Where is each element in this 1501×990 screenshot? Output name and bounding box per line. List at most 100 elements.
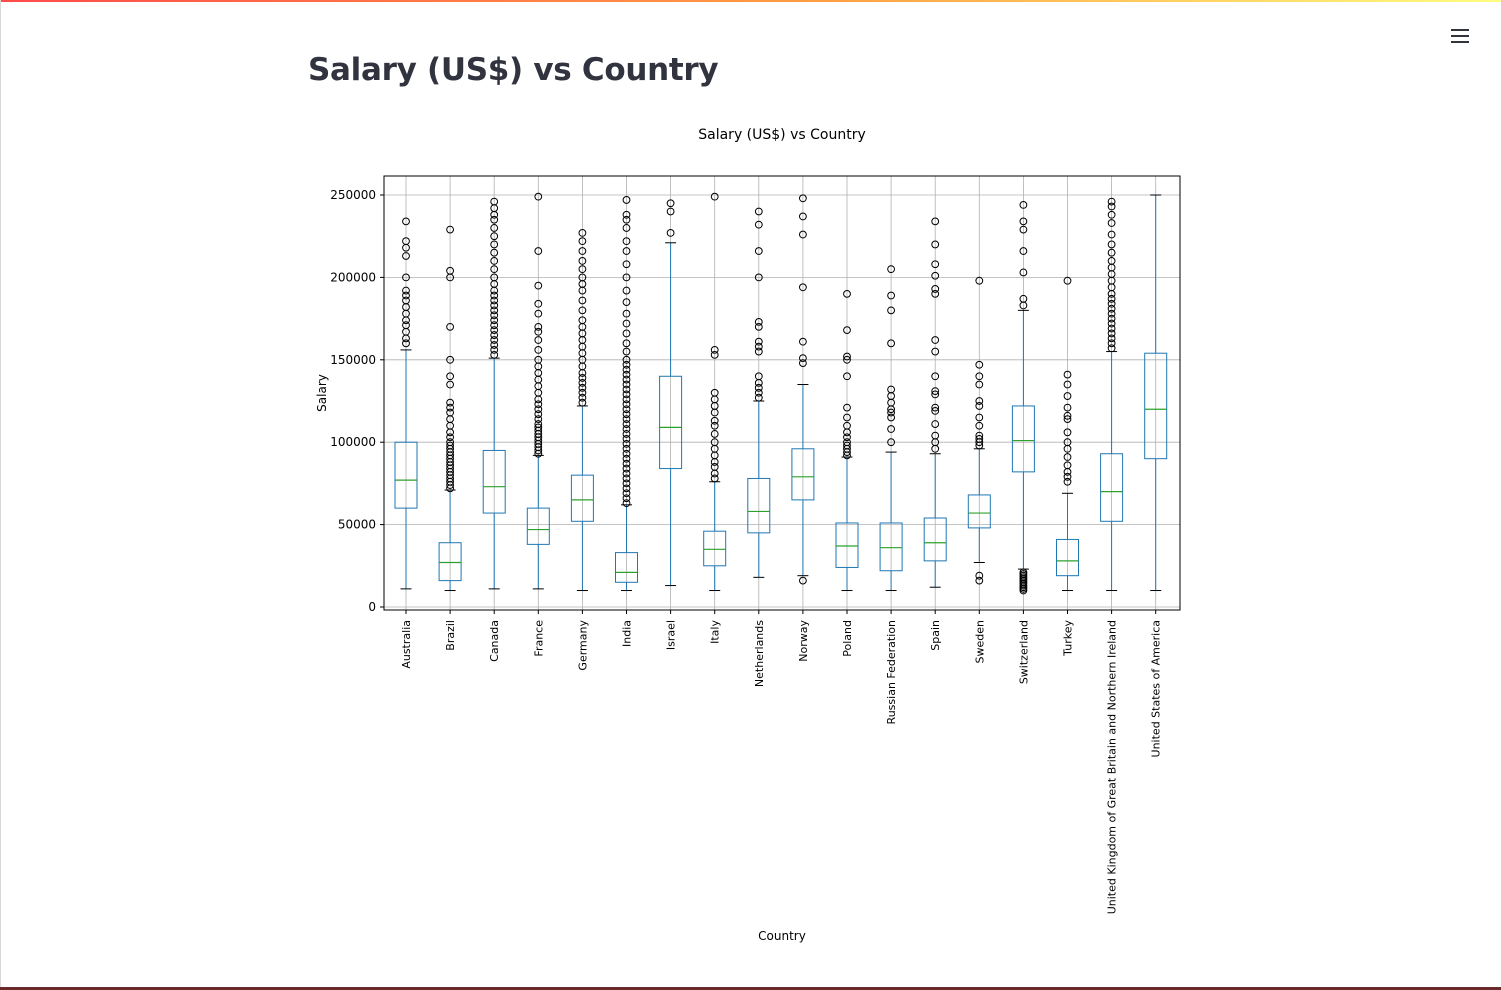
outlier-point	[754, 220, 763, 229]
outlier-point	[534, 192, 543, 201]
outlier-point	[402, 273, 410, 282]
outlier-point	[887, 339, 895, 348]
outlier-point	[622, 319, 631, 328]
outlier-point	[754, 207, 763, 216]
outlier-point	[1107, 230, 1116, 239]
outlier-point	[710, 416, 719, 425]
outlier-point	[931, 271, 940, 280]
outlier-point	[1107, 299, 1116, 308]
outlier-point	[887, 438, 895, 447]
box-spain	[923, 453, 947, 588]
outlier-point	[490, 341, 499, 349]
outlier-point	[578, 374, 587, 382]
x-tick-label: Brazil	[444, 620, 457, 651]
outlier-point	[1063, 411, 1072, 420]
iqr-box	[967, 494, 991, 529]
outlier-point	[799, 283, 807, 292]
main-menu-button[interactable]	[1446, 22, 1474, 50]
outlier-point	[622, 425, 631, 433]
outlier-point	[578, 393, 587, 402]
outlier-point	[490, 311, 499, 320]
plot-frame	[383, 175, 1181, 611]
outlier-point	[490, 265, 499, 274]
outlier-point	[666, 207, 675, 216]
outlier-point	[1107, 257, 1116, 265]
outlier-point	[622, 196, 631, 204]
outlier-point	[1019, 268, 1028, 277]
outlier-point	[1063, 428, 1072, 437]
outlier-point	[975, 276, 984, 285]
outlier-point	[446, 398, 455, 407]
outlier-point	[754, 383, 763, 392]
outlier-point	[622, 494, 631, 503]
iqr-box	[835, 522, 859, 568]
outlier-point	[622, 415, 631, 424]
outlier-point	[622, 247, 631, 255]
x-axis-ticks: Australia Brazil Canada France Germany India I…	[400, 610, 1163, 914]
outlier-point	[1107, 339, 1116, 348]
outlier-point	[446, 380, 455, 389]
iqr-box	[615, 552, 638, 583]
outlier-point	[622, 260, 631, 269]
box-france	[526, 454, 550, 590]
y-tick-label: 150000	[330, 353, 376, 367]
window-border-bottom	[0, 987, 1501, 990]
box-india	[615, 504, 638, 592]
outlier-point	[931, 403, 940, 412]
outlier-point	[843, 352, 851, 361]
hamburger-menu-icon	[1451, 29, 1469, 43]
outlier-point	[1063, 438, 1072, 447]
outlier-point	[710, 350, 719, 359]
outlier-point	[975, 360, 984, 369]
outlier-point	[622, 375, 631, 384]
outlier-point	[578, 398, 587, 407]
outlier-point	[490, 336, 499, 344]
outlier-point	[754, 273, 763, 282]
header-accent-bar	[0, 0, 1501, 2]
box-netherlands	[747, 400, 771, 578]
box-australia	[394, 349, 418, 590]
outlier-point	[1107, 210, 1116, 219]
outlier-point	[710, 421, 719, 430]
outlier-point	[446, 372, 455, 381]
outlier-point	[1019, 200, 1028, 209]
box-russian-federation	[879, 451, 903, 592]
outlier-point	[622, 365, 631, 374]
outlier-point	[1107, 304, 1116, 313]
outlier-point	[1019, 225, 1028, 234]
y-tick-label: 100000	[330, 435, 376, 449]
outlier-point	[622, 410, 631, 419]
salary-boxplot-chart: Salary (US$) vs Country 0 50000 100000 1500…	[300, 110, 1200, 980]
outlier-point	[534, 423, 543, 432]
outlier-point	[843, 441, 851, 450]
outlier-point	[622, 474, 631, 483]
outlier-point	[578, 229, 587, 237]
iqr-box	[526, 507, 550, 545]
outlier-point	[622, 390, 631, 399]
x-tick-label: Israel	[665, 620, 678, 650]
y-axis-ticks: 0 50000 100000 150000 200000 250000	[330, 188, 384, 614]
outlier-point	[1107, 197, 1116, 206]
outlier-point	[1107, 329, 1116, 338]
outlier-point	[578, 257, 587, 265]
outlier-point	[534, 405, 543, 414]
box-germany	[570, 405, 594, 592]
outlier-point	[799, 194, 807, 203]
outlier-point	[754, 393, 763, 402]
outlier-point	[1019, 568, 1028, 577]
x-tick-label: Italy	[709, 620, 722, 644]
outlier-point	[402, 296, 410, 305]
outlier-point	[622, 449, 631, 458]
outlier-point	[666, 229, 675, 237]
outlier-point	[931, 289, 940, 298]
outlier-point	[1063, 392, 1072, 400]
outlier-point	[622, 420, 631, 428]
iqr-box	[791, 448, 815, 501]
outlier-point	[622, 329, 631, 338]
iqr-box	[482, 449, 506, 514]
outlier-point	[490, 248, 499, 257]
outlier-point	[402, 217, 410, 226]
outlier-point	[975, 571, 984, 580]
outlier-point	[578, 378, 587, 387]
outlier-point	[622, 395, 631, 404]
